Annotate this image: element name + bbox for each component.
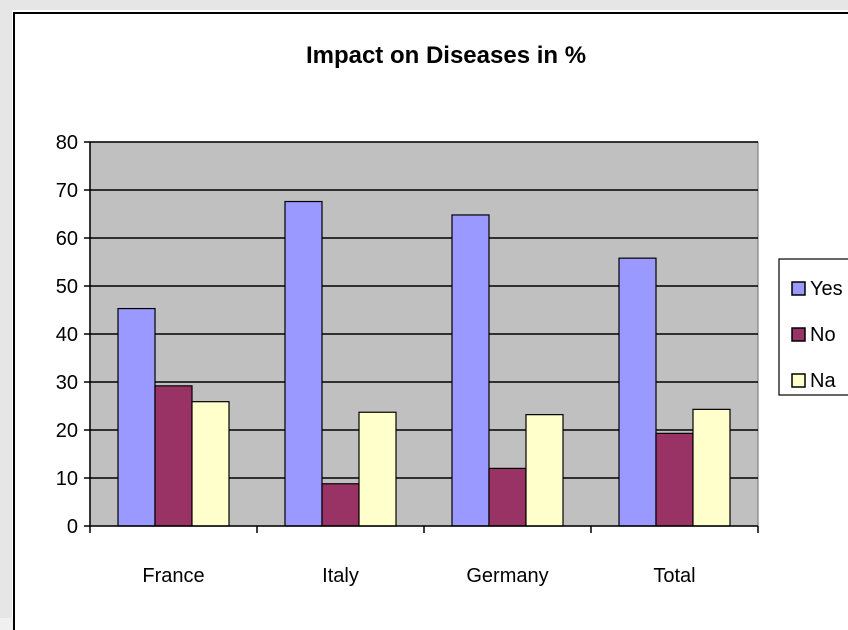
bar-france-yes: [117, 307, 156, 527]
legend-label-na: Na: [810, 370, 836, 392]
y-tick-label-20: 20: [56, 420, 78, 442]
category-label-germany: Germany: [466, 565, 548, 587]
axes-group: [84, 141, 759, 533]
bar-france-na: [191, 401, 230, 527]
legend-box: [778, 258, 848, 396]
y-tick-labels: 0 10 20 30 40 50 60 70 80: [56, 132, 78, 538]
y-tick-label-80: 80: [56, 132, 78, 154]
bar-total-yes: [618, 257, 657, 527]
x-category-labels: France Italy Germany Total: [142, 565, 695, 587]
bar-total-no: [655, 432, 694, 527]
bar-germany-no: [488, 467, 527, 527]
y-tick-label-70: 70: [56, 180, 78, 202]
top-border-strip: [0, 0, 848, 10]
category-label-total: Total: [653, 565, 695, 587]
legend-swatch-na: [791, 373, 806, 388]
y-tick-label-50: 50: [56, 276, 78, 298]
legend-label-no: No: [810, 324, 836, 346]
bar-italy-yes: [284, 200, 323, 527]
bars-group: [117, 200, 731, 527]
category-label-italy: Italy: [322, 565, 359, 587]
bar-germany-yes: [451, 214, 490, 527]
bar-total-na: [692, 408, 731, 527]
y-tick-label-10: 10: [56, 468, 78, 490]
legend-swatch-yes: [791, 281, 806, 296]
y-tick-label-60: 60: [56, 228, 78, 250]
bar-france-no: [154, 385, 193, 527]
y-tick-label-30: 30: [56, 372, 78, 394]
bar-italy-no: [321, 483, 360, 527]
legend: Yes No Na: [791, 278, 843, 392]
legend-label-yes: Yes: [810, 278, 843, 300]
left-border-strip: [0, 0, 12, 618]
legend-swatch-no: [791, 327, 806, 342]
category-label-france: France: [142, 565, 204, 587]
y-tick-label-0: 0: [67, 516, 78, 538]
chart-title: Impact on Diseases in %: [306, 42, 586, 69]
bar-germany-na: [525, 414, 564, 527]
bar-italy-na: [358, 411, 397, 527]
y-tick-label-40: 40: [56, 324, 78, 346]
